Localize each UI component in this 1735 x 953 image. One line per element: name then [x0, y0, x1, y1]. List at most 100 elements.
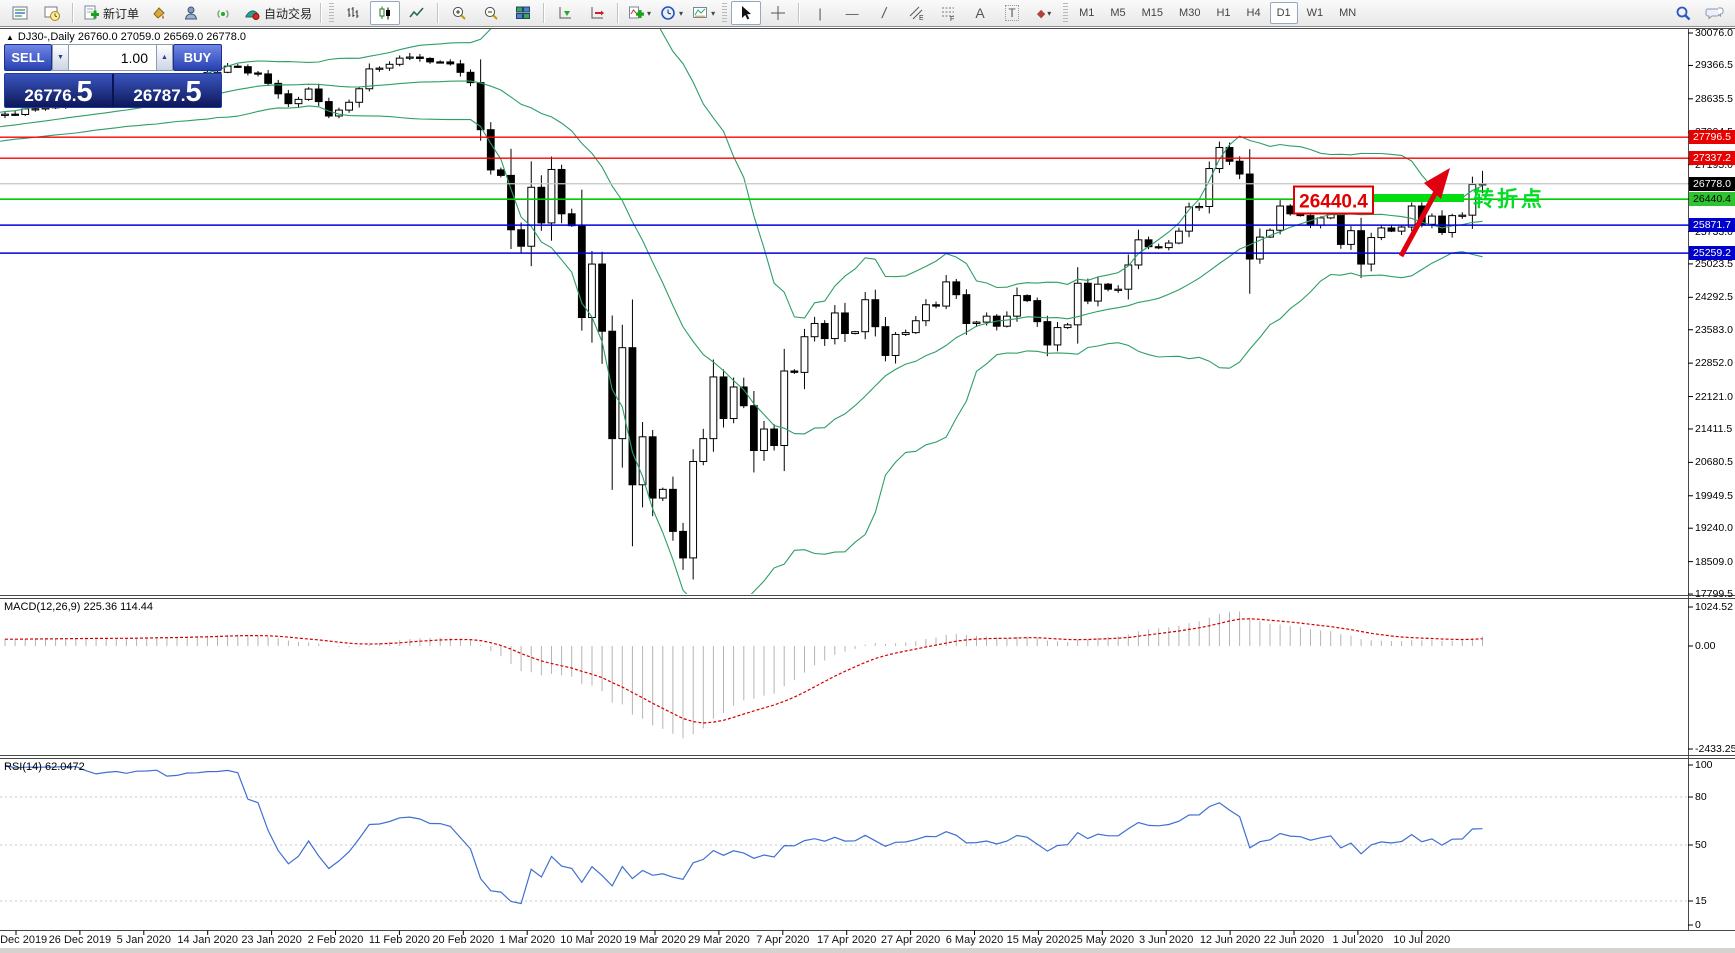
timeframe-button-m5[interactable]: M5: [1110, 7, 1126, 19]
trendline-icon: /: [880, 4, 888, 22]
date-axis-label[interactable]: 5 Jan 2020: [116, 934, 172, 946]
date-axis-label[interactable]: 15 May 2020: [1006, 934, 1071, 946]
vertical-line-tool-button[interactable]: |: [805, 1, 835, 25]
sell-price[interactable]: 26776. 5: [5, 74, 112, 107]
date-axis-label[interactable]: 10 Mar 2020: [560, 934, 622, 946]
new-order-label: 新订单: [103, 6, 140, 21]
sell-button[interactable]: SELL: [4, 44, 52, 71]
buy-price[interactable]: 26787. 5: [114, 74, 221, 107]
volume-decrease-button[interactable]: ▼: [52, 44, 69, 71]
timeframe-button-d1[interactable]: D1: [1269, 2, 1298, 24]
candlestick-chart-button[interactable]: [370, 1, 401, 25]
date-axis-label[interactable]: 23 Jan 2020: [241, 934, 302, 946]
date-axis-label[interactable]: 2 Feb 2020: [307, 934, 364, 946]
price-tick-label: 28635.5: [1695, 92, 1733, 105]
autotrading-icon: [245, 10, 260, 20]
toolbar-grip[interactable]: [1063, 3, 1069, 23]
macd-layer: [4, 611, 1483, 739]
volume-field[interactable]: 1.00: [69, 44, 156, 71]
timeframe-button-h1[interactable]: H1: [1216, 7, 1231, 19]
date-axis-label[interactable]: 29 Mar 2020: [688, 934, 750, 946]
date-axis-label[interactable]: 11 Feb 2020: [368, 934, 430, 946]
timeframe-button-m15[interactable]: M15: [1141, 7, 1164, 19]
date-axis-label[interactable]: 3 Jun 2020: [1138, 934, 1194, 946]
macd-tick-label: 0.00: [1695, 640, 1716, 652]
timeframe-button-h4[interactable]: H4: [1246, 7, 1261, 19]
market-watch-button[interactable]: [5, 1, 35, 25]
indicators-button[interactable]: ▾: [624, 1, 654, 25]
date-axis-label[interactable]: 20 Feb 2020: [432, 934, 495, 946]
search-icon: [1676, 6, 1691, 21]
date-axis-label[interactable]: 26 Dec 2019: [48, 934, 112, 946]
buy-button[interactable]: BUY: [173, 44, 222, 71]
zoom-out-button[interactable]: [476, 1, 506, 25]
arrows-icon: ◆: [1036, 7, 1046, 20]
date-axis-label[interactable]: 19 Mar 2020: [624, 934, 686, 946]
bollinger-bands-layer: [0, 29, 1483, 594]
fibonacci-tool-button[interactable]: F: [933, 1, 963, 25]
auto-scroll-button[interactable]: [582, 1, 612, 25]
red-arrow-line[interactable]: [1398, 188, 1440, 258]
text-tool-button[interactable]: A: [965, 1, 995, 25]
date-axis-label[interactable]: 6 May 2020: [945, 934, 1004, 946]
bar-chart-icon: [347, 7, 359, 18]
buy-price-main: 26787: [133, 86, 181, 105]
bar-chart-button[interactable]: [338, 1, 368, 25]
date-axis-label[interactable]: 10 Jul 2020: [1393, 934, 1451, 946]
text-label-tool-button[interactable]: T: [997, 1, 1027, 25]
date-axis-label[interactable]: 14 Jan 2020: [177, 934, 238, 946]
volume-increase-button[interactable]: ▲: [156, 44, 173, 71]
horizontal-line-tool-button[interactable]: —: [837, 1, 867, 25]
timeframe-button-mn[interactable]: MN: [1339, 7, 1357, 19]
tile-windows-button[interactable]: [508, 1, 538, 25]
crosshair-tool-button[interactable]: [763, 1, 793, 25]
chat-button[interactable]: [1700, 1, 1730, 25]
arrows-tool-button[interactable]: ◆ ▾: [1029, 1, 1059, 25]
autotrading-button[interactable]: 自动交易: [240, 1, 315, 25]
timeframe-button-w1[interactable]: W1: [1306, 7, 1324, 19]
chart-shift-button[interactable]: [550, 1, 580, 25]
chart-title-text: DJ30-,Daily 26760.0 27059.0 26569.0 2677…: [17, 31, 247, 43]
signals-button[interactable]: [208, 1, 238, 25]
date-axis-label[interactable]: 17 Apr 2020: [817, 934, 877, 946]
date-axis-label[interactable]: 22 Jun 2020: [1263, 934, 1325, 946]
dropdown-caret-icon: ▾: [1047, 8, 1052, 18]
sell-price-pips: 5: [76, 76, 93, 108]
zoom-in-icon: [452, 6, 466, 20]
cursor-tool-button[interactable]: [731, 1, 762, 25]
toolbar-grip[interactable]: [329, 3, 335, 23]
price-annotation-box[interactable]: [1293, 185, 1374, 215]
price-tick-label: 29366.5: [1695, 59, 1733, 72]
turning-point-bar[interactable]: [1372, 194, 1464, 202]
styles-button[interactable]: [144, 1, 174, 25]
date-axis-label[interactable]: 7 Apr 2020: [756, 934, 810, 946]
timeframe-button-m1[interactable]: M1: [1079, 7, 1095, 19]
trade-panel-row1: SELL ▼ 1.00 ▲ BUY: [4, 44, 222, 71]
templates-button[interactable]: ▾: [688, 1, 718, 25]
channel-tool-button[interactable]: E: [901, 1, 931, 25]
pane-frame-layer: [0, 28, 1735, 935]
date-axis-label[interactable]: 1 Jul 2020: [1332, 934, 1384, 946]
date-axis-label[interactable]: 1 Mar 2020: [499, 934, 556, 946]
price-level-label: 26440.4: [1689, 192, 1735, 207]
new-order-button[interactable]: 新订单: [79, 1, 142, 25]
vertical-line-icon: |: [818, 5, 822, 21]
zoom-in-button[interactable]: [444, 1, 474, 25]
price-level-label: 25259.2: [1689, 246, 1735, 261]
clock-window-icon: [44, 6, 60, 21]
date-axis-label[interactable]: 25 May 2020: [1070, 934, 1135, 946]
horizontal-line-icon: —: [845, 5, 859, 21]
timeframe-button-m30[interactable]: M30: [1179, 7, 1201, 19]
periods-button[interactable]: ▾: [656, 1, 686, 25]
expert-advisor-button[interactable]: [176, 1, 206, 25]
date-axis-label[interactable]: 27 Apr 2020: [880, 934, 941, 946]
date-axis-label[interactable]: 12 Jun 2020: [1199, 934, 1261, 946]
data-window-button[interactable]: [37, 1, 67, 25]
line-chart-button[interactable]: [402, 1, 432, 25]
date-axis-label[interactable]: 17 Dec 2019: [0, 934, 48, 946]
search-button[interactable]: [1668, 1, 1698, 25]
toolbar-grip[interactable]: [722, 3, 728, 23]
crosshair-icon: [771, 6, 786, 20]
trendline-tool-button[interactable]: /: [869, 1, 899, 25]
